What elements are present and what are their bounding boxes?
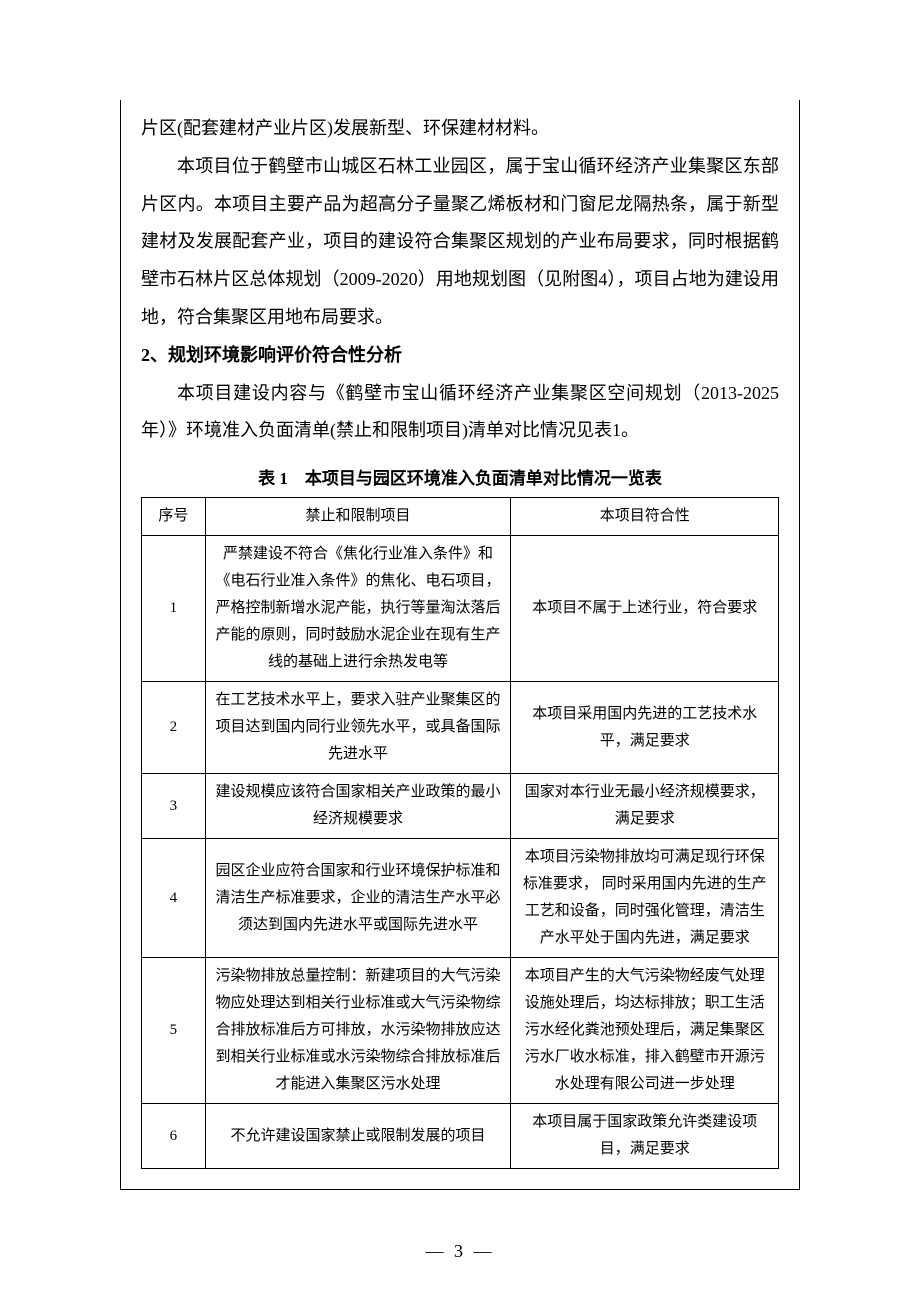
cell-comply: 本项目不属于上述行业，符合要求 (511, 536, 779, 682)
table-row: 3 建设规模应该符合国家相关产业政策的最小经济规模要求 国家对本行业无最小经济规… (142, 774, 779, 839)
table-row: 1 严禁建设不符合《焦化行业准入条件》和《电石行业准入条件》的焦化、电石项目，严… (142, 536, 779, 682)
comparison-table: 序号 禁止和限制项目 本项目符合性 1 严禁建设不符合《焦化行业准入条件》和《电… (141, 497, 779, 1169)
th-restrict: 禁止和限制项目 (205, 498, 511, 536)
table-row: 5 污染物排放总量控制：新建项目的大气污染物应处理达到相关行业标准或大气污染物综… (142, 958, 779, 1104)
table-row: 2 在工艺技术水平上，要求入驻产业聚集区的项目达到国内同行业领先水平，或具备国际… (142, 682, 779, 774)
cell-comply: 本项目属于国家政策允许类建设项目，满足要求 (511, 1104, 779, 1169)
cell-restrict: 建设规模应该符合国家相关产业政策的最小经济规模要求 (205, 774, 511, 839)
cell-comply: 本项目污染物排放均可满足现行环保标准要求， 同时采用国内先进的生产工艺和设备，同… (511, 839, 779, 958)
cell-seq: 4 (142, 839, 206, 958)
th-comply: 本项目符合性 (511, 498, 779, 536)
cell-seq: 5 (142, 958, 206, 1104)
section-heading-2: 2、规划环境影响评价符合性分析 (141, 337, 779, 375)
cell-seq: 2 (142, 682, 206, 774)
cell-restrict: 严禁建设不符合《焦化行业准入条件》和《电石行业准入条件》的焦化、电石项目，严格控… (205, 536, 511, 682)
cell-seq: 3 (142, 774, 206, 839)
cell-restrict: 污染物排放总量控制：新建项目的大气污染物应处理达到相关行业标准或大气污染物综合排… (205, 958, 511, 1104)
page-number: — 3 — (0, 1241, 920, 1262)
table-header-row: 序号 禁止和限制项目 本项目符合性 (142, 498, 779, 536)
paragraph-1-continuation: 片区(配套建材产业片区)发展新型、环保建材材料。 (141, 110, 779, 148)
cell-comply: 本项目采用国内先进的工艺技术水平，满足要求 (511, 682, 779, 774)
cell-restrict: 在工艺技术水平上，要求入驻产业聚集区的项目达到国内同行业领先水平，或具备国际先进… (205, 682, 511, 774)
cell-seq: 1 (142, 536, 206, 682)
table-caption: 表 1 本项目与园区环境准入负面清单对比情况一览表 (141, 464, 779, 489)
paragraph-3: 本项目建设内容与《鹤壁市宝山循环经济产业集聚区空间规划（2013-2025 年）… (141, 375, 779, 451)
cell-seq: 6 (142, 1104, 206, 1169)
cell-comply: 本项目产生的大气污染物经废气处理设施处理后，均达标排放；职工生活污水经化粪池预处… (511, 958, 779, 1104)
table-row: 4 园区企业应符合国家和行业环境保护标准和清洁生产标准要求，企业的清洁生产水平必… (142, 839, 779, 958)
table-row: 6 不允许建设国家禁止或限制发展的项目 本项目属于国家政策允许类建设项目，满足要… (142, 1104, 779, 1169)
cell-comply: 国家对本行业无最小经济规模要求，满足要求 (511, 774, 779, 839)
paragraph-2: 本项目位于鹤壁市山城区石林工业园区，属于宝山循环经济产业集聚区东部片区内。本项目… (141, 148, 779, 337)
cell-restrict: 园区企业应符合国家和行业环境保护标准和清洁生产标准要求，企业的清洁生产水平必须达… (205, 839, 511, 958)
content-frame: 片区(配套建材产业片区)发展新型、环保建材材料。 本项目位于鹤壁市山城区石林工业… (120, 100, 800, 1190)
th-seq: 序号 (142, 498, 206, 536)
cell-restrict: 不允许建设国家禁止或限制发展的项目 (205, 1104, 511, 1169)
